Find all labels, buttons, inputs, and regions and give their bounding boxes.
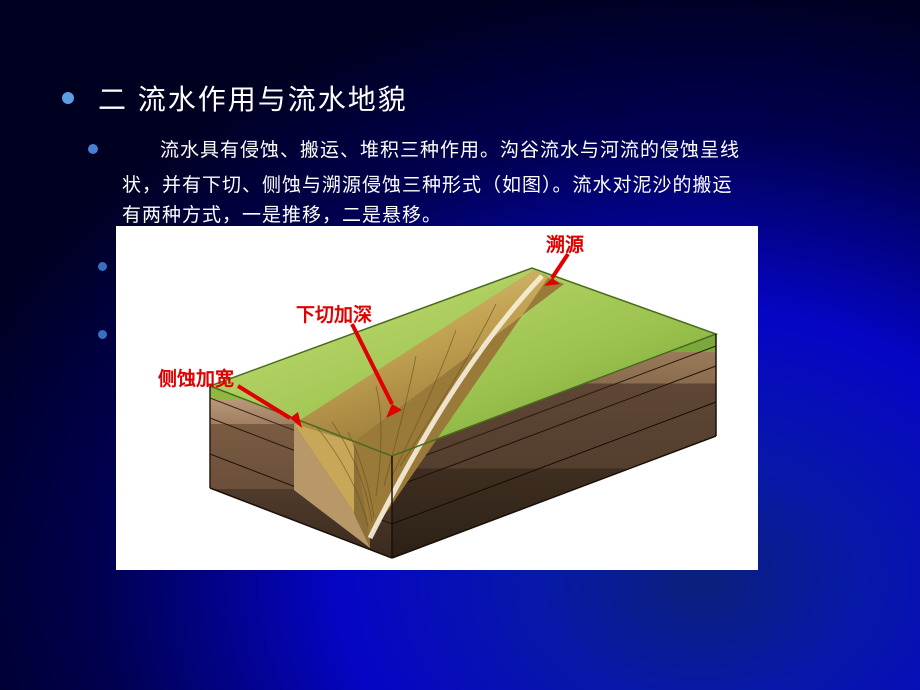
- erosion-diagram: 溯源 下切加深 侧蚀加宽: [116, 226, 758, 570]
- paragraph-line-2: 状，并有下切、侧蚀与溯源侵蚀三种形式（如图）。流水对泥沙的搬运: [122, 171, 850, 200]
- label-xiaqie: 下切加深: [296, 300, 372, 327]
- title-row: 二 流水作用与流水地貌: [62, 78, 850, 118]
- label-suyuan: 溯源: [546, 230, 584, 257]
- bullet-icon: [98, 330, 107, 339]
- bullet-icon: [98, 262, 107, 271]
- paragraph-line-1: 流水具有侵蚀、搬运、堆积三种作用。沟谷流水与河流的侵蚀呈线: [122, 136, 740, 165]
- diagram-svg: [116, 226, 758, 570]
- paragraph-row: 流水具有侵蚀、搬运、堆积三种作用。沟谷流水与河流的侵蚀呈线: [62, 136, 850, 165]
- slide-title: 二 流水作用与流水地貌: [98, 78, 408, 118]
- label-ceshi: 侧蚀加宽: [158, 364, 234, 391]
- bullet-icon: [88, 144, 98, 154]
- bullet-icon: [62, 92, 74, 104]
